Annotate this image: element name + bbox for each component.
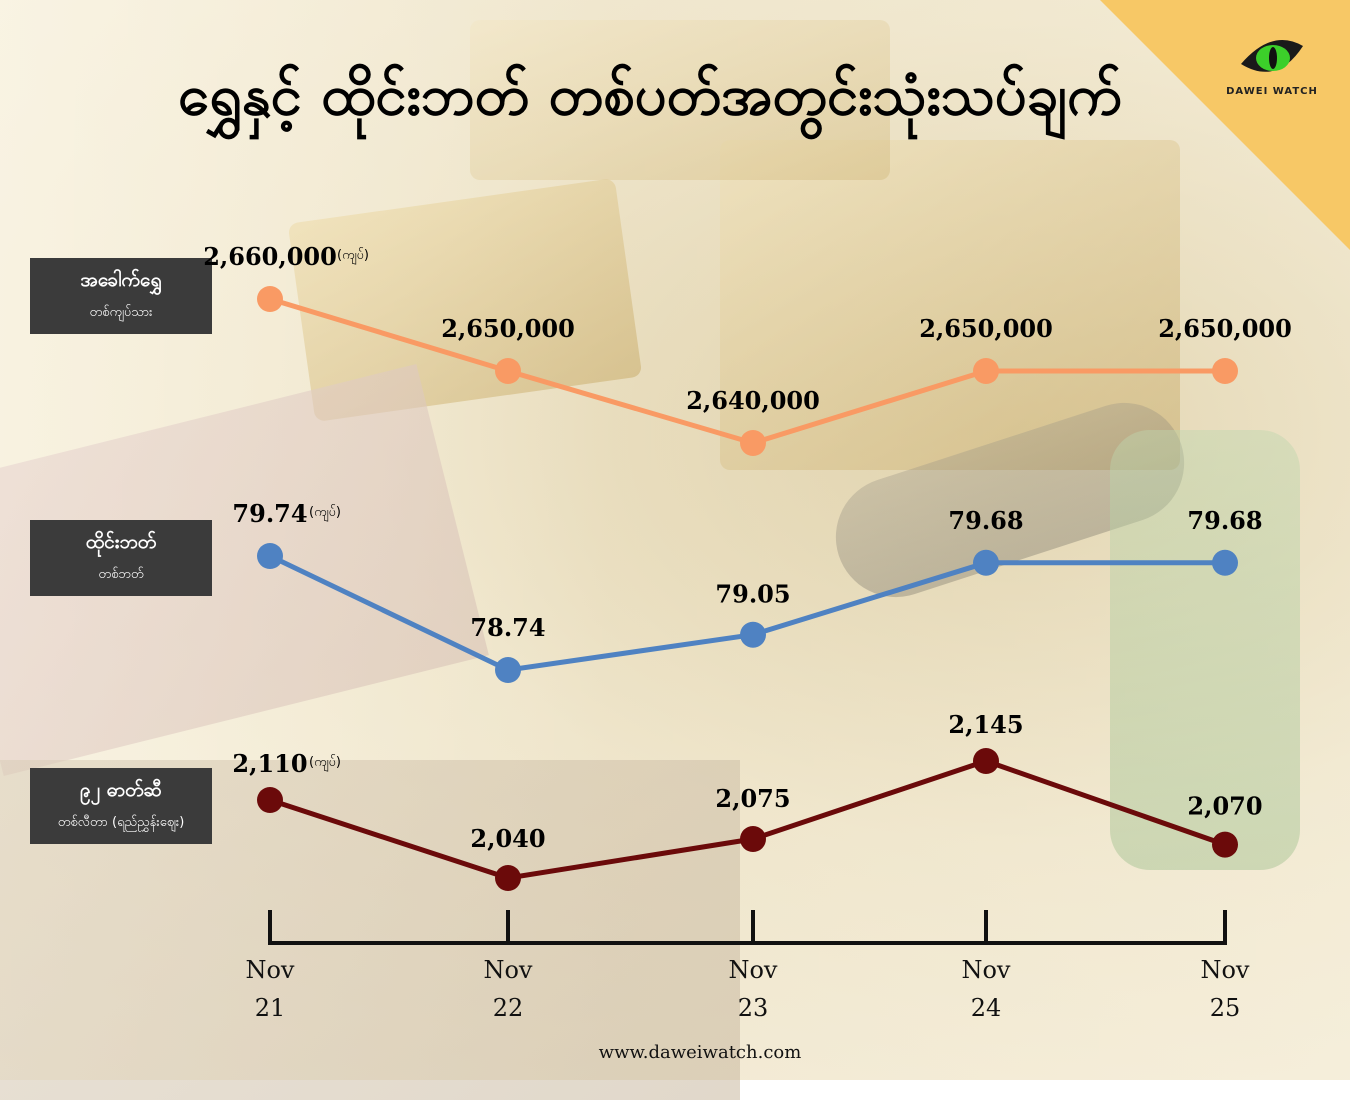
fuel-value-label: 2,145 xyxy=(948,710,1023,739)
baht-point xyxy=(1212,549,1238,576)
label-gold-sub: တစ်ကျပ်သား xyxy=(89,305,153,320)
x-tick-month: Nov xyxy=(483,956,532,984)
gold-value-label: 2,650,000 xyxy=(441,314,575,343)
gold-value-label: 2,650,000 xyxy=(1158,314,1292,343)
baht-value-label: 79.74 xyxy=(232,499,307,528)
gold-value-label: 2,660,000 xyxy=(203,242,337,271)
gold-point xyxy=(740,430,766,456)
eye-icon xyxy=(1241,40,1303,72)
x-tick-day: 22 xyxy=(493,994,524,1022)
gold-point xyxy=(1212,358,1238,384)
baht-unit-note: (ကျပ်) xyxy=(309,504,341,522)
fuel-value-label: 2,070 xyxy=(1187,792,1262,821)
label-fuel-main: ၉၂ ဓာတ်ဆီ xyxy=(79,779,162,801)
baht-point xyxy=(973,549,999,576)
fuel-point xyxy=(1212,831,1238,858)
baht-point xyxy=(740,621,766,648)
fuel-handle-decoration xyxy=(1110,430,1300,870)
fuel-point xyxy=(740,826,766,852)
x-tick-day: 25 xyxy=(1210,994,1241,1022)
x-tick-month: Nov xyxy=(245,956,294,984)
fuel-point xyxy=(973,748,999,774)
website-url: www.daweiwatch.com xyxy=(598,1042,802,1063)
fuel-value-label: 2,110 xyxy=(232,749,307,778)
baht-point xyxy=(257,543,283,569)
baht-value-label: 78.74 xyxy=(470,613,545,642)
baht-series-line xyxy=(268,553,1225,673)
gold-series-line xyxy=(269,296,1225,446)
label-baht-main: ထိုင်းဘတ် xyxy=(85,531,157,553)
baht-point xyxy=(495,657,521,683)
brand-name: DAWEI WATCH xyxy=(1226,86,1318,97)
fuel-unit-note: (ကျပ်) xyxy=(309,754,341,772)
baht-value-label: 79.05 xyxy=(715,580,790,609)
gold-point xyxy=(495,358,521,384)
label-baht-sub: တစ်ဘတ် xyxy=(98,567,144,582)
label-gold: အခေါက်ရွှေ တစ်ကျပ်သား xyxy=(30,258,212,334)
baht-value-label: 79.68 xyxy=(1187,506,1262,535)
x-tick-month: Nov xyxy=(728,956,777,984)
fuel-value-label: 2,040 xyxy=(470,824,545,853)
fuel-value-label: 2,075 xyxy=(715,784,790,813)
gold-value-label: 2,650,000 xyxy=(919,314,1053,343)
fuel-point xyxy=(495,865,521,891)
x-tick-month: Nov xyxy=(961,956,1010,984)
gold-point xyxy=(973,358,999,384)
label-fuel-sub: တစ်လီတာ (ရည်ညွှန်းဈေး) xyxy=(57,815,185,830)
fuel-series-line xyxy=(269,758,1226,881)
label-baht: ထိုင်းဘတ် တစ်ဘတ် xyxy=(30,520,212,596)
x-tick-day: 24 xyxy=(971,994,1002,1022)
gold-value-label: 2,640,000 xyxy=(686,386,820,415)
dawei-watch-logo: DAWEI WATCH xyxy=(1222,34,1322,104)
fuel-point xyxy=(257,787,283,813)
x-tick-month: Nov xyxy=(1200,956,1249,984)
gold-unit-note: (ကျပ်) xyxy=(337,247,369,265)
page-title: ရွှေနှင့် ထိုင်းဘတ် တစ်ပတ်အတွင်းသုံးသပ်ခ… xyxy=(178,63,1122,128)
label-fuel: ၉၂ ဓာတ်ဆီ တစ်လီတာ (ရည်ညွှန်းဈေး) xyxy=(30,768,212,844)
baht-value-label: 79.68 xyxy=(948,506,1023,535)
corner-accent xyxy=(1100,0,1350,250)
gold-bar-decoration xyxy=(470,20,890,180)
gold-point xyxy=(257,286,283,312)
x-tick-day: 23 xyxy=(738,994,769,1022)
label-gold-main: အခေါက်ရွှေ xyxy=(80,269,162,291)
x-tick-day: 21 xyxy=(255,994,286,1022)
